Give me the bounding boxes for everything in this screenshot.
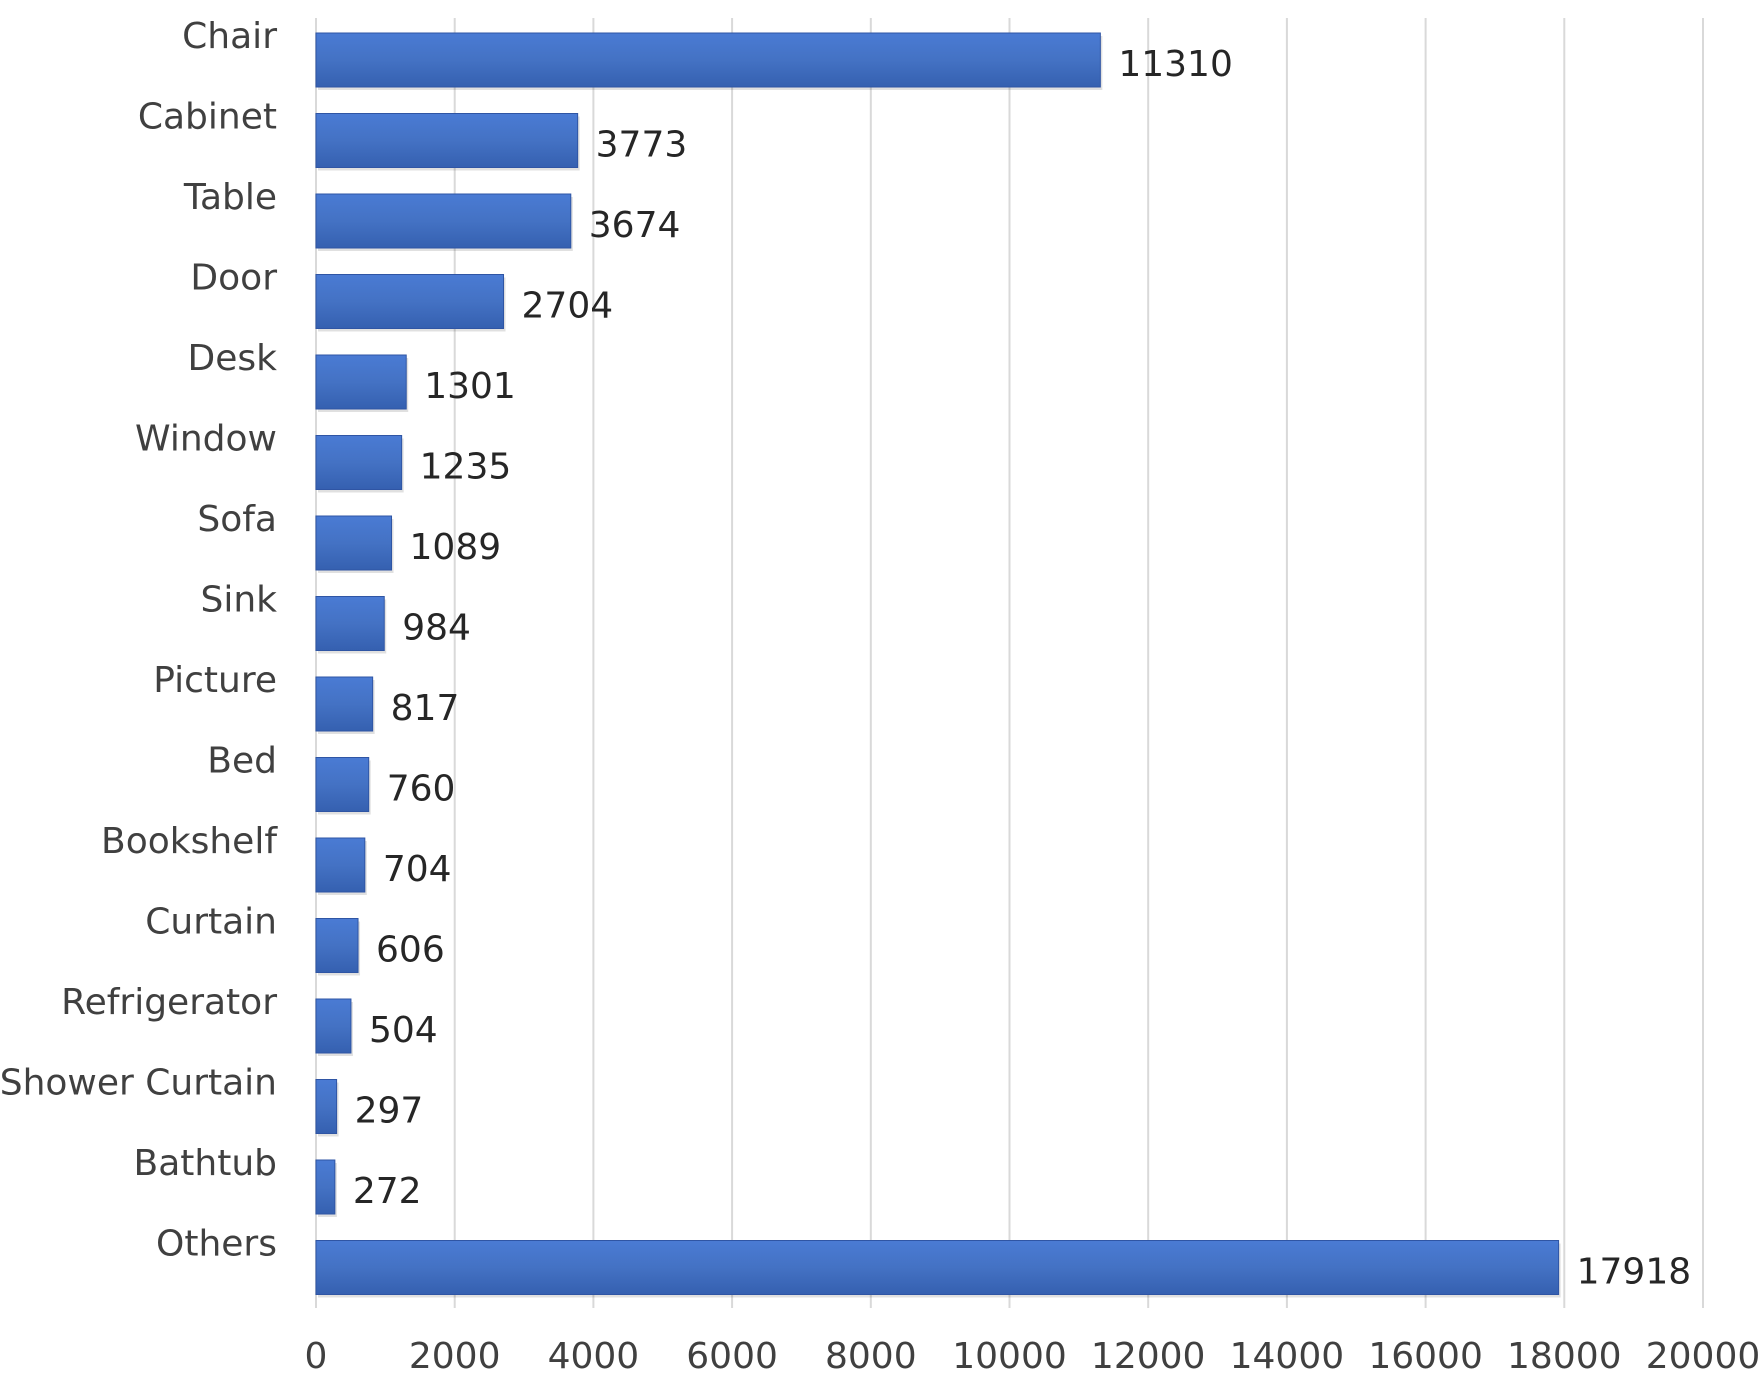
category-label: Sink <box>200 580 277 621</box>
category-label: Curtain <box>145 902 277 943</box>
data-label: 17918 <box>1577 1252 1692 1293</box>
x-tick-label: 4000 <box>548 1336 640 1377</box>
category-label: Shower Curtain <box>0 1063 277 1104</box>
category-label: Bed <box>207 741 277 782</box>
category-label: Picture <box>153 660 277 701</box>
x-tick-label: 18000 <box>1507 1336 1622 1377</box>
bar-picture <box>315 676 374 732</box>
bar-desk <box>315 354 407 410</box>
bar-bed <box>315 757 370 812</box>
data-label: 3674 <box>589 205 681 246</box>
x-tick-label: 14000 <box>1230 1336 1345 1377</box>
bar-door <box>315 274 505 329</box>
x-tick-label: 20000 <box>1646 1336 1761 1377</box>
bar-cabinet <box>315 113 579 168</box>
bar-window <box>315 435 403 490</box>
bars <box>315 32 1561 1298</box>
bar-bookshelf <box>315 837 366 893</box>
x-tick-label: 12000 <box>1091 1336 1206 1377</box>
data-label: 760 <box>387 769 456 810</box>
category-labels: Chair Cabinet Table Door Desk Window Sofa Sink P… <box>0 16 278 1265</box>
bar-sink <box>315 596 385 651</box>
bar-curtain <box>315 918 359 973</box>
bar-shower-curtain <box>315 1079 338 1134</box>
category-label: Chair <box>182 16 277 57</box>
bar-chair <box>315 32 1101 88</box>
data-label: 817 <box>391 688 460 729</box>
bar-others <box>315 1240 1560 1295</box>
bar-table <box>315 193 572 249</box>
category-label: Others <box>156 1224 277 1265</box>
category-label: Bookshelf <box>101 821 278 862</box>
data-label: 984 <box>402 608 471 649</box>
x-tick-label: 6000 <box>686 1336 778 1377</box>
data-label: 2704 <box>522 286 614 327</box>
data-label: 297 <box>355 1091 424 1132</box>
category-label: Sofa <box>197 499 277 540</box>
data-label: 704 <box>383 849 452 890</box>
category-label: Refrigerator <box>61 982 277 1023</box>
bar-bathtub <box>315 1159 336 1215</box>
category-label: Door <box>190 258 277 299</box>
x-tick-label: 0 <box>305 1336 328 1377</box>
data-label: 272 <box>353 1171 422 1212</box>
category-label: Window <box>135 419 277 460</box>
category-label: Table <box>183 177 277 218</box>
bar-sofa <box>315 515 393 571</box>
x-axis-tick-labels: 0 2000 4000 6000 8000 10000 12000 14000 16000 180… <box>305 1336 1761 1377</box>
x-tick-label: 8000 <box>825 1336 917 1377</box>
data-label: 1235 <box>420 447 512 488</box>
bar-refrigerator <box>315 998 352 1054</box>
x-tick-label: 16000 <box>1368 1336 1483 1377</box>
x-tick-label: 2000 <box>409 1336 501 1377</box>
category-label: Cabinet <box>138 97 277 138</box>
data-label: 504 <box>369 1010 438 1051</box>
category-label: Bathtub <box>134 1143 277 1184</box>
x-tick-label: 10000 <box>952 1336 1067 1377</box>
data-label: 606 <box>376 930 445 971</box>
category-label: Desk <box>188 338 278 379</box>
data-label: 11310 <box>1118 44 1233 85</box>
data-label: 1301 <box>424 366 516 407</box>
data-label: 1089 <box>410 527 502 568</box>
data-label: 3773 <box>596 125 688 166</box>
